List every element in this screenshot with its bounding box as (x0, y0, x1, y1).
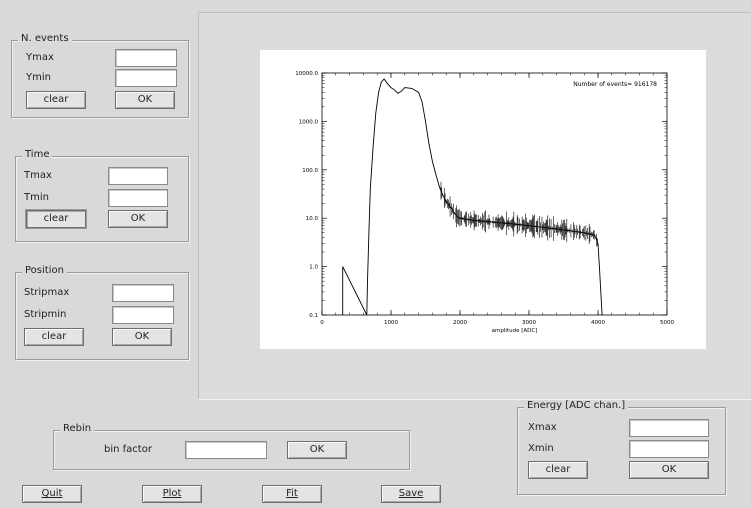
time-group-title: Time (22, 149, 53, 160)
spectrum-chart: 0.1 1.0 10.0 100.0 1000.0 10000.0 0 1000 2000 30… (295, 71, 674, 334)
nevents-ok-button[interactable]: OK (115, 91, 175, 109)
xmax-field[interactable] (629, 419, 709, 437)
x-tick-label: 0 (320, 320, 324, 326)
tmin-field[interactable] (108, 189, 168, 207)
quit-button[interactable]: Quit (22, 485, 82, 503)
time-group: Time Tmax Tmin clear OK (15, 149, 189, 242)
ymin-label: Ymin (26, 72, 51, 83)
tmax-field[interactable] (108, 167, 168, 185)
tmax-label: Tmax (24, 170, 52, 181)
position-group: Position Stripmax Stripmin clear OK (15, 265, 189, 360)
bin-factor-label: bin factor (104, 444, 152, 455)
stripmin-label: Stripmin (24, 309, 67, 320)
nevents-clear-button[interactable]: clear (26, 91, 86, 109)
plot-panel: 0.1 1.0 10.0 100.0 1000.0 10000.0 0 1000 2000 30… (198, 12, 751, 400)
tmin-label: Tmin (24, 192, 49, 203)
xmin-field[interactable] (629, 440, 709, 458)
xmin-label: Xmin (528, 443, 554, 454)
ymax-label: Ymax (26, 52, 54, 63)
save-button[interactable]: Save (381, 485, 441, 503)
position-ok-button[interactable]: OK (112, 328, 172, 346)
rebin-group: Rebin bin factor OK (53, 423, 410, 470)
position-group-title: Position (22, 265, 67, 276)
x-tick-label: 2000 (453, 320, 467, 326)
x-tick-label: 1000 (384, 320, 398, 326)
plot-canvas: 0.1 1.0 10.0 100.0 1000.0 10000.0 0 1000 2000 30… (260, 50, 706, 349)
ymax-field[interactable] (115, 49, 177, 67)
rebin-ok-button[interactable]: OK (287, 441, 347, 459)
y-tick-label: 10000.0 (295, 71, 318, 77)
time-clear-button[interactable]: clear (26, 210, 86, 228)
spectrum-line (342, 78, 603, 316)
stripmax-label: Stripmax (24, 287, 70, 298)
time-ok-button[interactable]: OK (108, 210, 168, 228)
plot-button[interactable]: Plot (142, 485, 202, 503)
y-tick-label: 100.0 (302, 168, 318, 174)
energy-group: Energy [ADC chan.] Xmax Xmin clear OK (517, 400, 726, 495)
y-tick-label: 1000.0 (299, 119, 319, 125)
rebin-group-title: Rebin (60, 423, 95, 434)
ymin-field[interactable] (115, 69, 177, 87)
x-tick-label: 4000 (591, 320, 605, 326)
fit-button[interactable]: Fit (262, 485, 322, 503)
x-tick-label: 5000 (660, 320, 674, 326)
energy-group-title: Energy [ADC chan.] (524, 400, 629, 411)
energy-ok-button[interactable]: OK (629, 461, 709, 479)
y-tick-label: 0.1 (309, 313, 318, 319)
plot-frame (321, 72, 668, 316)
energy-clear-button[interactable]: clear (528, 461, 588, 479)
position-clear-button[interactable]: clear (24, 328, 84, 346)
x-tick-label: 3000 (522, 320, 536, 326)
nevents-group-title: N. events (18, 33, 72, 44)
events-annotation: Number of events= 916178 (573, 81, 657, 88)
nevents-group: N. events Ymax Ymin clear OK (11, 33, 189, 118)
bin-factor-field[interactable] (185, 441, 267, 459)
stripmin-field[interactable] (112, 306, 174, 324)
stripmax-field[interactable] (112, 284, 174, 302)
y-tick-label: 10.0 (306, 216, 319, 222)
xmax-label: Xmax (528, 422, 557, 433)
x-axis-label: amplitude [ADC] (492, 328, 538, 334)
y-tick-label: 1.0 (309, 265, 318, 271)
